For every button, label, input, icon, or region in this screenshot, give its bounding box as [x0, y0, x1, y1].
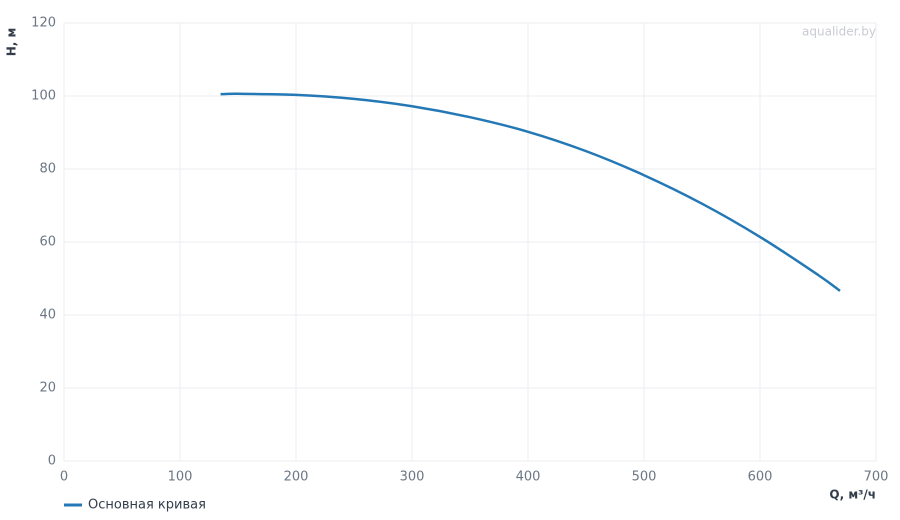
- x-axis-label: Q, м³/ч: [829, 488, 876, 502]
- y-tick-label: 20: [39, 381, 56, 396]
- watermark: aqualider.by: [802, 25, 876, 39]
- y-tick-label: 120: [31, 16, 56, 31]
- y-tick-label: 100: [31, 89, 56, 104]
- x-tick-label: 600: [748, 470, 773, 485]
- x-tick-label: 400: [516, 470, 541, 485]
- y-axis-label: H, м: [5, 28, 19, 57]
- x-tick-label: 0: [60, 470, 68, 485]
- x-tick-label: 100: [168, 470, 193, 485]
- y-tick-label: 60: [39, 235, 56, 250]
- x-tick-label: 700: [864, 470, 889, 485]
- x-tick-label: 300: [400, 470, 425, 485]
- y-tick-label: 40: [39, 308, 56, 323]
- line-series: [220, 92, 841, 292]
- legend-label: Основная кривая: [88, 498, 206, 513]
- x-tick-label: 200: [284, 470, 309, 485]
- y-tick-label: 0: [48, 454, 56, 469]
- y-tick-label: 80: [39, 162, 56, 177]
- x-tick-label: 500: [632, 470, 657, 485]
